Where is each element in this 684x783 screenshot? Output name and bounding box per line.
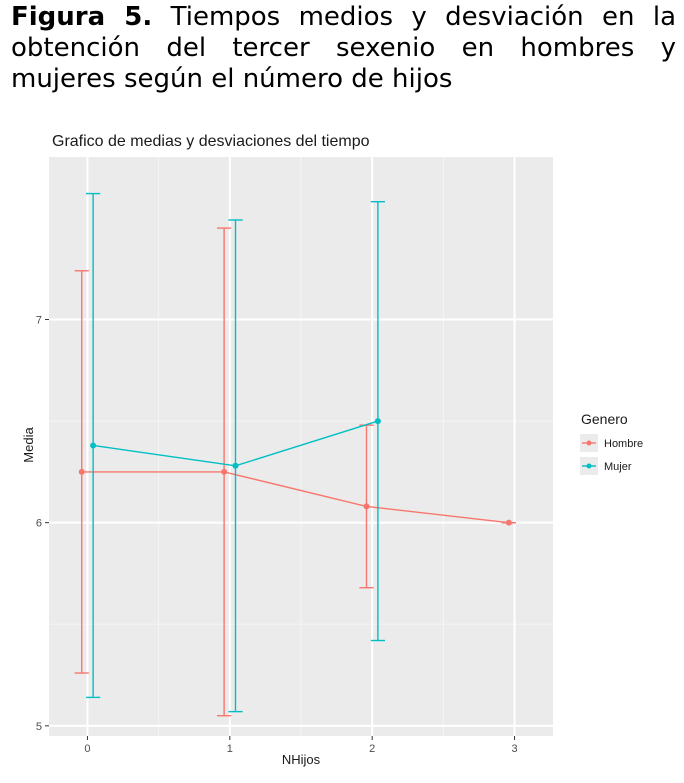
x-tick-label: 3 bbox=[511, 743, 517, 755]
series-line bbox=[81, 471, 509, 524]
y-axis-label: Media bbox=[21, 427, 36, 463]
y-tick-label: 6 bbox=[36, 518, 42, 530]
caption-text: Tiempos medios y desviación en la obtenc… bbox=[11, 2, 676, 94]
chart: Grafico de medias y desviaciones del tie… bbox=[21, 133, 643, 767]
y-axis: 5 6 7 bbox=[36, 315, 49, 733]
data-point bbox=[221, 468, 228, 475]
y-tick-label: 5 bbox=[36, 721, 42, 733]
data-point bbox=[78, 468, 85, 475]
series-mujer bbox=[86, 192, 385, 713]
data-point bbox=[505, 519, 512, 526]
series-layer bbox=[74, 192, 516, 717]
series-hombre bbox=[74, 227, 516, 717]
legend-item-mujer: Mujer bbox=[580, 457, 632, 475]
x-axis: 0 1 2 3 bbox=[84, 736, 518, 755]
y-tick-label: 7 bbox=[36, 315, 42, 327]
legend-label: Mujer bbox=[604, 461, 632, 473]
caption-label: Figura 5. bbox=[11, 2, 153, 32]
x-tick-label: 2 bbox=[369, 743, 375, 755]
chart-title: Grafico de medias y desviaciones del tie… bbox=[52, 133, 370, 150]
grid-minor bbox=[49, 157, 553, 736]
legend-title: Genero bbox=[581, 411, 628, 427]
x-tick-label: 0 bbox=[84, 743, 90, 755]
legend-item-hombre: Hombre bbox=[580, 434, 643, 452]
data-point bbox=[374, 418, 381, 425]
data-point bbox=[232, 462, 239, 469]
legend-label: Hombre bbox=[604, 438, 643, 450]
data-point bbox=[90, 442, 97, 449]
legend-key-point bbox=[586, 463, 592, 469]
x-tick-label: 1 bbox=[227, 743, 233, 755]
data-point bbox=[363, 503, 370, 510]
x-axis-label: NHijos bbox=[282, 752, 321, 767]
legend-key-point bbox=[586, 440, 592, 446]
grid-major bbox=[49, 157, 553, 736]
legend: Genero Hombre Mujer bbox=[580, 411, 643, 475]
figure-caption: Figura 5. Tiempos medios y desviación en… bbox=[11, 2, 676, 95]
